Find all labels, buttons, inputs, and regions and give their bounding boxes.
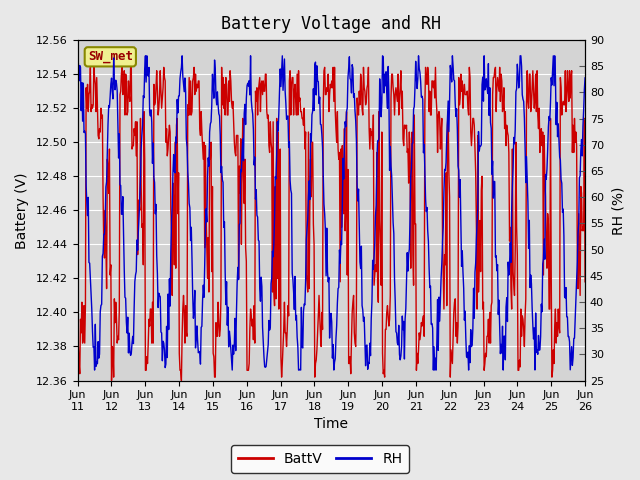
- Y-axis label: Battery (V): Battery (V): [15, 172, 29, 249]
- BattV: [108, 378, 115, 384]
- RH: [83, 200, 91, 205]
- Line: BattV: BattV: [77, 67, 585, 381]
- BattV: [74, 374, 81, 380]
- BattV: [409, 252, 417, 257]
- BattV: [581, 279, 589, 285]
- RH: [409, 140, 417, 146]
- BattV: [215, 320, 223, 325]
- BattV: [86, 64, 94, 70]
- BattV: [188, 108, 196, 114]
- BattV: [83, 105, 91, 111]
- RH: [188, 256, 196, 262]
- RH: [215, 111, 223, 117]
- Y-axis label: RH (%): RH (%): [611, 186, 625, 235]
- BattV: [136, 116, 144, 121]
- Text: SW_met: SW_met: [88, 50, 133, 63]
- RH: [91, 367, 99, 373]
- RH: [74, 72, 81, 78]
- RH: [141, 53, 149, 59]
- Title: Battery Voltage and RH: Battery Voltage and RH: [221, 15, 442, 33]
- BattV: [394, 71, 402, 77]
- RH: [136, 195, 143, 201]
- RH: [394, 342, 402, 348]
- Line: RH: RH: [77, 56, 585, 370]
- RH: [581, 75, 589, 81]
- Legend: BattV, RH: BattV, RH: [231, 445, 409, 473]
- X-axis label: Time: Time: [314, 418, 348, 432]
